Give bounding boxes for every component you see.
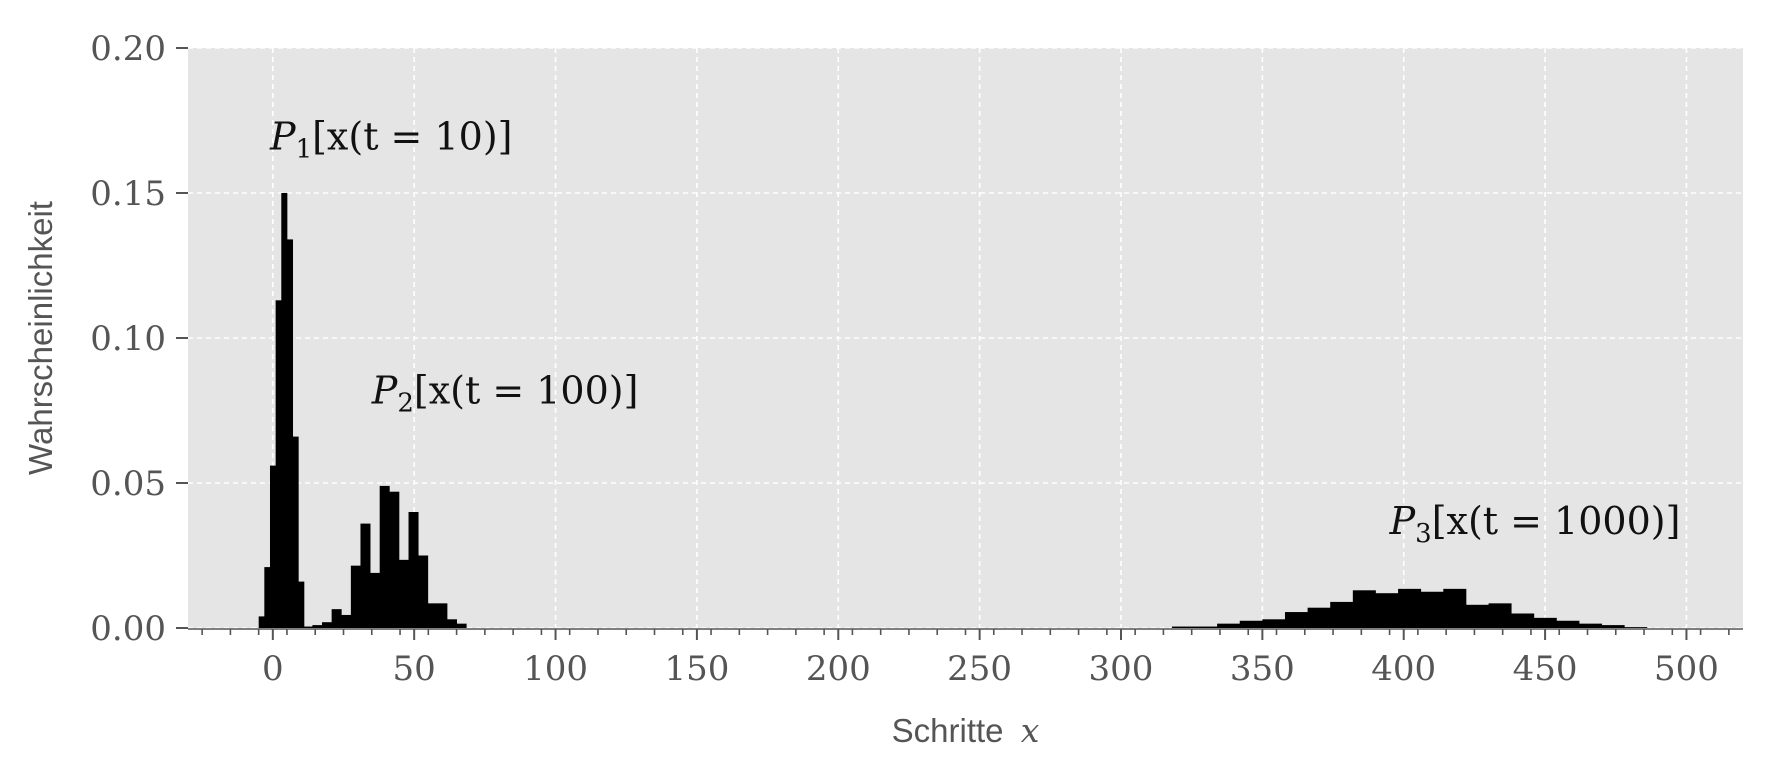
x-tick-label: 500 bbox=[1654, 649, 1719, 689]
x-tick-label: 250 bbox=[947, 649, 1012, 689]
histogram-bar bbox=[1171, 626, 1195, 628]
x-tick-label: 200 bbox=[806, 649, 871, 689]
histogram-bar bbox=[1284, 612, 1308, 628]
histogram-bar bbox=[418, 555, 429, 628]
histogram-bar bbox=[1624, 627, 1648, 628]
histogram-bar bbox=[1398, 588, 1422, 628]
distribution-annotation: P1[x(t = 10)] bbox=[269, 115, 512, 165]
x-tick-label: 50 bbox=[393, 649, 436, 689]
histogram-bar bbox=[370, 572, 381, 628]
histogram-bar bbox=[1443, 588, 1467, 628]
histogram-bar bbox=[1465, 604, 1489, 628]
histogram-bar bbox=[398, 559, 409, 628]
axes bbox=[176, 47, 1743, 640]
histogram-bar bbox=[1262, 619, 1286, 628]
grid bbox=[188, 47, 1743, 629]
histogram-bar bbox=[281, 193, 288, 628]
annotation-subscript: 3 bbox=[1415, 519, 1432, 549]
histogram-bar bbox=[1511, 613, 1535, 628]
x-tick-label: 350 bbox=[1230, 649, 1295, 689]
histogram-bar bbox=[1556, 620, 1580, 628]
distribution-annotation: P2[x(t = 100)] bbox=[371, 368, 639, 418]
histogram-bar bbox=[1307, 607, 1331, 628]
annotation-var: P bbox=[269, 115, 297, 159]
histogram-bar bbox=[1239, 620, 1263, 628]
histogram-bar bbox=[456, 623, 467, 628]
histogram-bar bbox=[1375, 593, 1399, 628]
x-tick-label: 150 bbox=[664, 649, 729, 689]
histogram-bar bbox=[322, 622, 333, 628]
histogram-bar bbox=[302, 626, 313, 628]
histogram-bar bbox=[389, 491, 400, 628]
y-tick-label: 0.15 bbox=[90, 174, 166, 214]
histogram-bar bbox=[360, 523, 371, 628]
annotation-subscript: 2 bbox=[397, 388, 414, 418]
annotation-expression: [x(t = 1000)] bbox=[1432, 499, 1681, 543]
y-axis-label: Wahrscheinlichkeit bbox=[22, 201, 59, 475]
histogram-bar bbox=[1194, 626, 1218, 628]
histogram-bar bbox=[1533, 617, 1557, 628]
x-tick-label: 300 bbox=[1089, 649, 1154, 689]
tick-labels: 0 50 100 150 200 250 300 350 400 450 500 0.00 0.05 0.… bbox=[90, 29, 1719, 689]
histogram-bar bbox=[1488, 603, 1512, 628]
histogram-bar bbox=[379, 485, 390, 628]
histogram-bar bbox=[1330, 601, 1354, 628]
histogram-bars bbox=[258, 193, 1648, 628]
histogram-bar bbox=[275, 300, 282, 628]
y-tick-label: 0.05 bbox=[90, 464, 166, 504]
histogram-bar bbox=[341, 614, 352, 628]
x-tick-label: 400 bbox=[1371, 649, 1436, 689]
annotation-expression: [x(t = 10)] bbox=[312, 115, 512, 159]
annotation-subscript: 1 bbox=[296, 135, 313, 165]
x-axis-label-variable: x bbox=[1021, 711, 1040, 750]
histogram-bar bbox=[1601, 625, 1625, 628]
histogram-bar bbox=[286, 239, 294, 628]
distribution-annotation: P3[x(t = 1000)] bbox=[1389, 499, 1681, 549]
x-axis-label: Schritte x bbox=[892, 711, 1040, 750]
x-tick-label: 450 bbox=[1513, 649, 1578, 689]
x-tick-label: 0 bbox=[262, 649, 284, 689]
annotations: P1[x(t = 10)]P2[x(t = 100)]P3[x(t = 1000… bbox=[269, 115, 1680, 549]
x-tick-label: 100 bbox=[523, 649, 588, 689]
histogram-bar bbox=[292, 436, 299, 628]
y-tick-label: 0.00 bbox=[90, 609, 166, 649]
histogram-bar bbox=[258, 616, 265, 628]
y-tick-label: 0.20 bbox=[90, 29, 166, 69]
histogram-bar bbox=[1352, 590, 1376, 628]
annotation-expression: [x(t = 100)] bbox=[414, 368, 639, 412]
histogram-bar bbox=[437, 603, 448, 628]
histogram-bar bbox=[408, 512, 419, 628]
histogram-bar bbox=[269, 465, 277, 628]
histogram-bar bbox=[1217, 623, 1241, 628]
histogram-bar bbox=[264, 567, 271, 628]
histogram-bar bbox=[350, 565, 361, 628]
y-tick-label: 0.10 bbox=[90, 319, 166, 359]
histogram-bar bbox=[1420, 591, 1444, 628]
histogram-bar bbox=[312, 625, 323, 628]
annotation-var: P bbox=[1389, 499, 1417, 543]
histogram-bar bbox=[1579, 623, 1603, 628]
annotation-var: P bbox=[371, 368, 399, 412]
histogram-bar bbox=[446, 619, 457, 628]
x-axis-label-text: Schritte bbox=[892, 712, 1004, 749]
histogram-bar bbox=[298, 581, 305, 628]
histogram-bar bbox=[331, 609, 342, 628]
histogram-bar bbox=[427, 603, 438, 628]
